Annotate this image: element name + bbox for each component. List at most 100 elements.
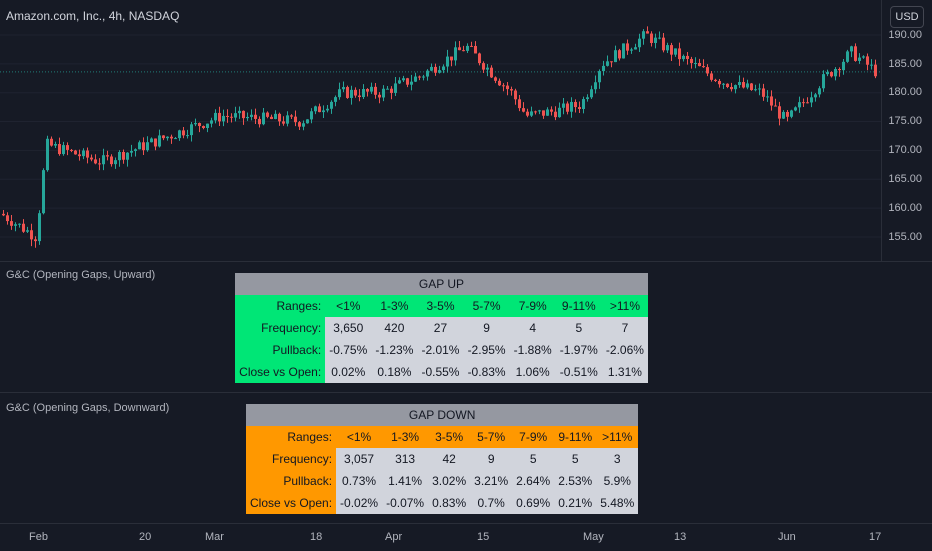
candle-body [570, 101, 573, 112]
candle-body [518, 99, 521, 109]
candle-body [118, 152, 121, 161]
candle-body [426, 70, 429, 77]
row-label: Close vs Open: [246, 492, 337, 514]
pane-separator[interactable] [0, 392, 932, 393]
price-axis[interactable]: USD 190.00 185.00 180.00 175.00 170.00 1… [881, 0, 932, 262]
candle-body [242, 110, 245, 119]
candle-body [46, 138, 49, 171]
pane-separator[interactable] [0, 261, 932, 262]
price-chart-pane[interactable]: Amazon.com, Inc., 4h, NASDAQ USD 190.00 … [0, 0, 932, 262]
candle-body [370, 86, 373, 92]
candle-body [394, 83, 397, 93]
candle-body [858, 57, 861, 61]
candle-body [526, 111, 529, 116]
ranges-row: Ranges: <1% 1-3% 3-5% 5-7% 7-9% 9-11% >1… [246, 426, 639, 448]
time-tick: Feb [29, 531, 48, 543]
gap-up-pane: G&C (Opening Gaps, Upward) GAP UP Ranges… [0, 262, 932, 392]
candle-body [802, 102, 805, 104]
candle-body [406, 78, 409, 85]
candle-body [470, 45, 473, 47]
candle-body [838, 68, 841, 71]
time-tick: Apr [385, 531, 403, 543]
value-cell: 9 [463, 317, 510, 339]
value-cell: -2.01% [417, 339, 464, 361]
candle-body [670, 45, 673, 55]
candle-body [134, 149, 137, 151]
value-cell: 313 [382, 448, 429, 470]
candle-body [514, 90, 517, 100]
candle-body [398, 80, 401, 84]
time-tick: 15 [477, 531, 490, 543]
range-cell: 7-9% [512, 426, 555, 448]
gap-down-header: GAP DOWN [246, 404, 639, 426]
candle-body [90, 157, 93, 160]
time-tick: 20 [139, 531, 152, 543]
gap-up-table: GAP UP Ranges: <1% 1-3% 3-5% 5-7% 7-9% 9… [235, 273, 648, 383]
value-cell: 0.02% [325, 361, 372, 383]
currency-button[interactable]: USD [890, 6, 924, 28]
candle-body [618, 50, 621, 59]
time-tick: Jun [778, 531, 796, 543]
candle-body [290, 115, 293, 117]
candle-body [778, 106, 781, 119]
candle-body [162, 135, 165, 139]
ranges-label: Ranges: [235, 295, 326, 317]
value-cell: 1.31% [601, 361, 648, 383]
candle-body [870, 64, 873, 66]
candle-body [830, 72, 833, 77]
range-cell: 1-3% [371, 295, 418, 317]
candle-body [790, 110, 793, 117]
candle-body [498, 80, 501, 86]
candle-body [466, 45, 469, 51]
candle-body [566, 103, 569, 112]
candle-body [62, 145, 65, 155]
candle-body [530, 111, 533, 116]
candle-body [446, 56, 449, 67]
table-row: Close vs Open: -0.02% -0.07% 0.83% 0.7% … [246, 492, 639, 514]
candle-body [734, 85, 737, 90]
candle-body [202, 126, 205, 128]
candle-body [614, 50, 617, 63]
candle-body [158, 135, 161, 147]
value-cell: -1.97% [555, 339, 602, 361]
value-cell: 3.02% [428, 470, 471, 492]
candle-body [126, 152, 129, 160]
candle-body [274, 113, 277, 120]
candlestick-chart[interactable] [0, 0, 882, 262]
candle-body [746, 83, 749, 88]
candle-body [226, 115, 229, 117]
candle-body [638, 38, 641, 48]
candle-body [166, 136, 169, 139]
candle-body [14, 224, 17, 226]
time-axis[interactable]: Feb 20 Mar 18 Apr 15 May 13 Jun 17 [0, 523, 932, 551]
candle-body [854, 46, 857, 61]
candle-body [66, 145, 69, 150]
value-cell: 0.83% [428, 492, 471, 514]
candle-body [646, 31, 649, 34]
candle-body [94, 159, 97, 164]
value-cell: 1.41% [382, 470, 429, 492]
time-tick: 18 [310, 531, 323, 543]
value-cell: -0.75% [325, 339, 372, 361]
candle-body [602, 65, 605, 72]
candle-body [750, 83, 753, 91]
value-cell: -0.83% [463, 361, 510, 383]
candle-body [478, 53, 481, 64]
candle-body [866, 56, 869, 65]
value-cell: -0.55% [417, 361, 464, 383]
gap-up-pane-title[interactable]: G&C (Opening Gaps, Upward) [6, 269, 156, 281]
candle-body [458, 47, 461, 51]
candle-body [474, 45, 477, 54]
value-cell: 42 [428, 448, 471, 470]
candle-body [626, 43, 629, 51]
candle-body [842, 61, 845, 71]
candle-body [86, 150, 89, 158]
value-cell: 5 [512, 448, 555, 470]
candle-body [286, 115, 289, 124]
table-row: Frequency: 3,057 313 42 9 5 5 3 [246, 448, 639, 470]
price-tick: 185.00 [888, 58, 922, 70]
price-tick: 160.00 [888, 202, 922, 214]
candle-body [6, 215, 9, 222]
candle-body [686, 55, 689, 59]
gap-down-pane-title[interactable]: G&C (Opening Gaps, Downward) [6, 402, 170, 414]
